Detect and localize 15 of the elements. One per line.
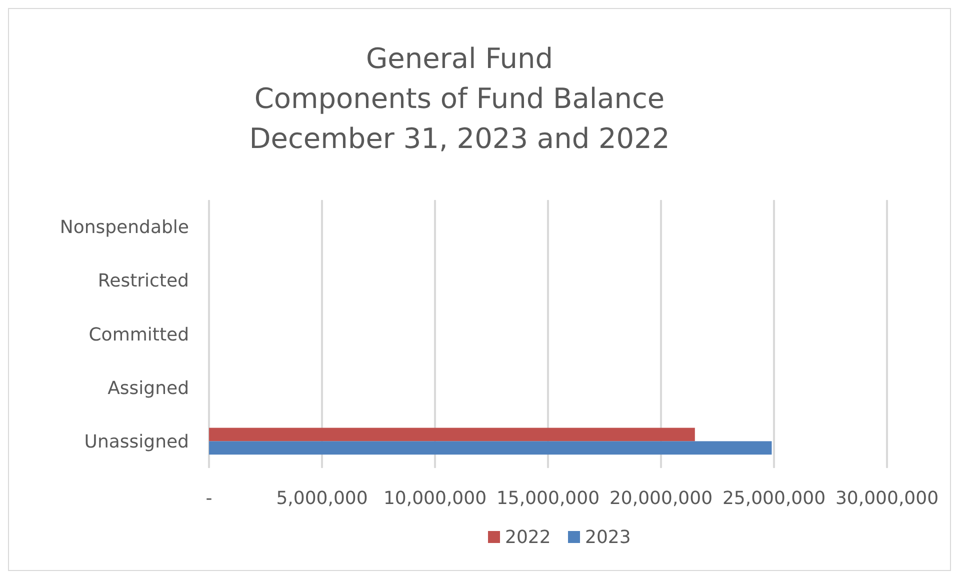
y-tick-label: Committed: [88, 324, 189, 346]
legend-label: 2022: [505, 527, 551, 548]
y-tick-label: Unassigned: [84, 432, 189, 452]
y-tick-label: Assigned: [108, 378, 189, 399]
x-tick-label: 15,000,000: [496, 488, 600, 509]
x-tick-label: -: [206, 488, 212, 509]
legend-label: 2023: [585, 527, 631, 548]
x-tick-label: 10,000,000: [383, 488, 487, 509]
x-tick-label: 20,000,000: [609, 488, 713, 509]
x-tick-label: 5,000,000: [276, 488, 368, 509]
y-tick-label: Restricted: [98, 270, 189, 292]
chart-title: General Fund Components of Fund Balance December 31, 2023 and 2022: [249, 42, 670, 155]
y-tick-label: Nonspendable: [60, 217, 189, 238]
x-tick-label: 30,000,000: [835, 488, 939, 509]
x-tick-label: 25,000,000: [722, 488, 826, 509]
